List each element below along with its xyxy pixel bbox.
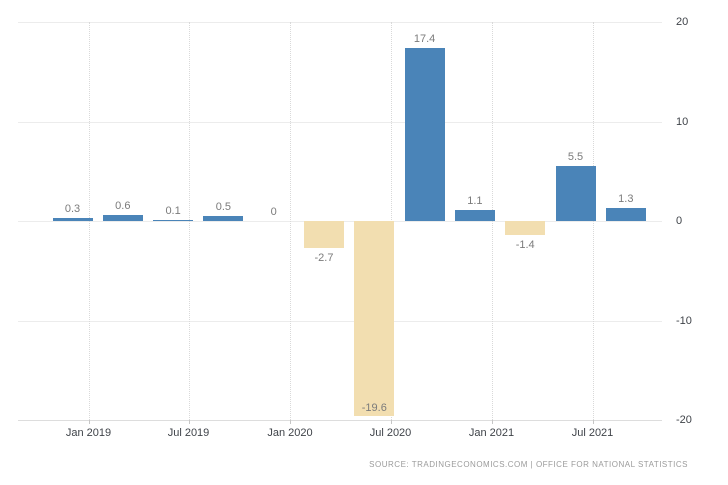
bar-positive[interactable] bbox=[102, 215, 143, 221]
v-gridline bbox=[290, 22, 291, 420]
y-tick-label: 20 bbox=[676, 16, 689, 28]
h-gridline bbox=[18, 121, 662, 123]
bar-value-label: -2.7 bbox=[314, 251, 334, 264]
x-axis-tick bbox=[592, 420, 594, 424]
bar-value-label: 0.3 bbox=[64, 203, 81, 215]
y-tick-label: -10 bbox=[676, 314, 692, 327]
bar-negative[interactable] bbox=[354, 221, 395, 417]
source-attribution: SOURCE: TRADINGECONOMICS.COM | OFFICE FO… bbox=[369, 460, 688, 469]
bar-value-label: -1.4 bbox=[515, 238, 535, 251]
bar-positive[interactable] bbox=[203, 216, 244, 221]
v-gridline bbox=[88, 22, 90, 420]
x-tick-label: Jan 2019 bbox=[65, 427, 112, 439]
x-axis-tick bbox=[390, 420, 392, 424]
bar-value-label: 5.5 bbox=[567, 151, 584, 164]
bar-value-label: -19.6 bbox=[361, 402, 387, 415]
bar-value-label: 0.5 bbox=[215, 201, 232, 214]
bar-value-label: 0.1 bbox=[165, 205, 181, 217]
x-tick-label: Jan 2021 bbox=[468, 427, 515, 439]
h-gridline bbox=[18, 320, 662, 322]
bar-positive[interactable] bbox=[454, 210, 495, 221]
v-gridline bbox=[592, 22, 594, 420]
x-tick-label: Jul 2020 bbox=[369, 427, 412, 439]
bar-value-label: 1.3 bbox=[618, 193, 634, 206]
bar-positive[interactable] bbox=[555, 166, 596, 221]
x-tick-label: Jan 2020 bbox=[267, 427, 313, 439]
y-tick-label: 0 bbox=[676, 215, 683, 227]
bar-positive[interactable] bbox=[404, 47, 445, 221]
x-tick-label: Jul 2019 bbox=[167, 427, 210, 439]
v-gridline bbox=[188, 22, 190, 420]
h-gridline bbox=[18, 420, 662, 421]
x-axis-tick bbox=[290, 420, 291, 424]
bar-positive[interactable] bbox=[52, 218, 93, 221]
v-gridline bbox=[491, 22, 493, 420]
x-axis-tick bbox=[88, 420, 90, 424]
bar-negative[interactable] bbox=[505, 221, 546, 235]
y-tick-label: -20 bbox=[676, 414, 692, 426]
y-tick-label: 10 bbox=[676, 115, 689, 128]
bar-value-label: 1.1 bbox=[467, 195, 483, 208]
bar-positive[interactable] bbox=[605, 208, 646, 221]
h-gridline bbox=[18, 22, 662, 23]
x-axis-tick bbox=[188, 420, 190, 424]
x-tick-label: Jul 2021 bbox=[571, 427, 614, 439]
bar-value-label: 17.4 bbox=[413, 32, 436, 45]
bar-negative[interactable] bbox=[304, 221, 344, 248]
bar-value-label: 0 bbox=[270, 206, 277, 218]
bar-value-label: 0.6 bbox=[115, 200, 131, 213]
x-axis-tick bbox=[491, 420, 493, 424]
bar-positive[interactable] bbox=[153, 220, 194, 221]
